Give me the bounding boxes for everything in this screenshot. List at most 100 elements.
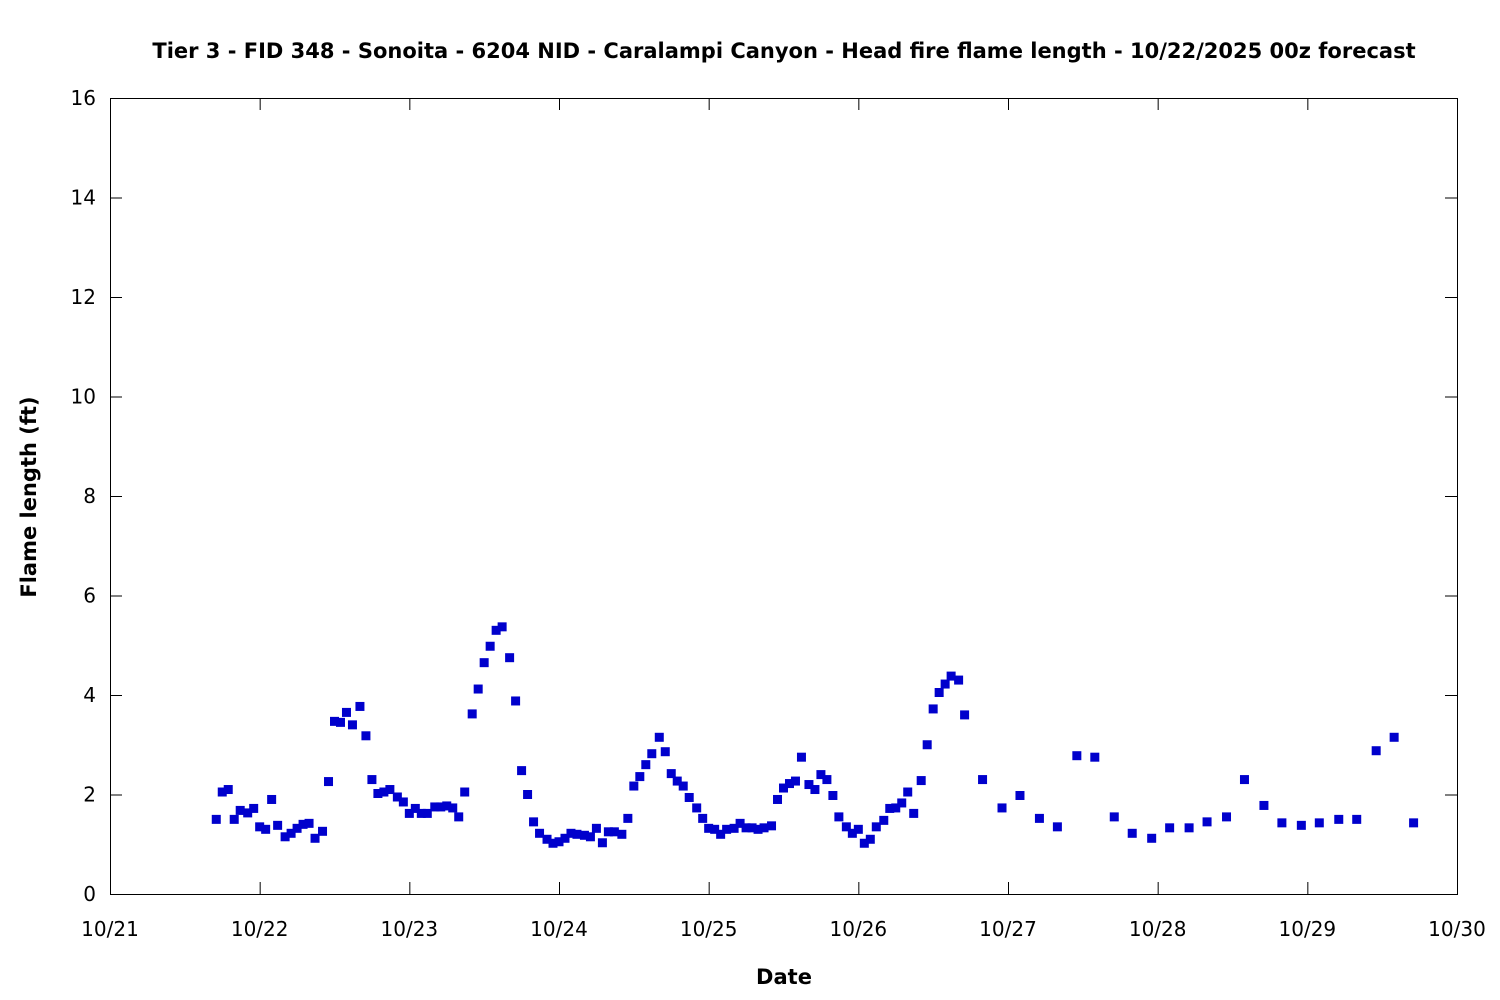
- data-point: [392, 792, 402, 802]
- data-point: [1389, 732, 1399, 742]
- data-point: [511, 696, 521, 706]
- data-point: [654, 732, 664, 742]
- data-point: [341, 707, 351, 717]
- data-point: [505, 653, 515, 663]
- data-point: [641, 760, 651, 770]
- data-point: [1202, 817, 1212, 827]
- data-point: [373, 789, 383, 799]
- data-point: [330, 716, 339, 726]
- data-point: [1127, 828, 1137, 838]
- data-point: [1259, 800, 1269, 810]
- x-axis-label: Date: [756, 965, 812, 989]
- data-point: [292, 823, 302, 833]
- data-point: [767, 821, 777, 831]
- data-point: [249, 803, 259, 813]
- data-point: [891, 803, 901, 813]
- data-point: [660, 747, 670, 757]
- data-point: [367, 775, 377, 785]
- y-tick-label: 8: [83, 484, 96, 508]
- data-point: [710, 824, 720, 834]
- data-point: [585, 832, 595, 842]
- data-point: [410, 803, 420, 813]
- data-point: [280, 832, 290, 842]
- data-point: [735, 818, 745, 828]
- data-point: [1296, 820, 1306, 830]
- data-point: [773, 794, 783, 804]
- data-point: [841, 822, 851, 832]
- data-point: [704, 823, 714, 833]
- data-point: [885, 803, 895, 813]
- data-point: [790, 776, 800, 786]
- data-point: [922, 740, 932, 750]
- data-point: [629, 781, 639, 791]
- data-point: [304, 818, 314, 828]
- x-tick-label: 10/21: [81, 917, 139, 941]
- data-point: [379, 787, 389, 797]
- data-point: [430, 802, 440, 812]
- data-point: [684, 792, 694, 802]
- data-point: [698, 813, 708, 823]
- data-point: [597, 838, 607, 848]
- data-point: [716, 829, 726, 839]
- data-point: [535, 828, 545, 838]
- data-point: [460, 787, 470, 797]
- data-point: [385, 785, 395, 795]
- data-point: [467, 709, 477, 719]
- x-tick-label: 10/24: [530, 917, 588, 941]
- data-point: [1052, 822, 1062, 832]
- y-tick-label: 10: [71, 385, 96, 409]
- data-point: [747, 823, 757, 833]
- data-point: [491, 625, 501, 635]
- data-point: [692, 803, 702, 813]
- data-point: [997, 803, 1007, 813]
- data-point: [273, 820, 283, 830]
- data-point: [261, 824, 271, 834]
- data-point: [822, 775, 832, 785]
- data-point: [617, 829, 627, 839]
- data-point: [347, 720, 357, 730]
- x-tick-label: 10/23: [381, 917, 439, 941]
- data-point: [672, 776, 682, 786]
- data-point: [722, 824, 732, 834]
- y-tick-label: 16: [71, 86, 96, 110]
- data-points: [211, 622, 1419, 848]
- data-point: [398, 797, 408, 807]
- data-point: [566, 828, 576, 838]
- y-tick-label: 12: [71, 285, 96, 309]
- data-point: [211, 814, 221, 824]
- data-point: [1314, 818, 1324, 828]
- data-point: [871, 822, 881, 832]
- data-point: [810, 785, 820, 795]
- data-point: [479, 658, 489, 668]
- data-point: [603, 827, 613, 837]
- x-tick-label: 10/29: [1279, 917, 1337, 941]
- data-point: [759, 823, 769, 833]
- data-point: [529, 817, 539, 827]
- data-point: [1072, 751, 1082, 761]
- data-point: [834, 812, 844, 822]
- data-point: [909, 808, 919, 818]
- data-point: [828, 790, 838, 800]
- y-tick-label: 0: [83, 882, 96, 906]
- data-point: [310, 833, 320, 843]
- y-tick-label: 6: [83, 584, 96, 608]
- chart-title: Tier 3 - FID 348 - Sonoita - 6204 NID - …: [152, 39, 1415, 63]
- data-point: [647, 749, 657, 759]
- data-point: [847, 828, 857, 838]
- x-tick-label: 10/25: [680, 917, 738, 941]
- x-tick-label: 10/22: [231, 917, 289, 941]
- data-point: [554, 837, 564, 847]
- data-point: [859, 838, 869, 848]
- data-point: [548, 838, 558, 848]
- data-point: [1015, 790, 1025, 800]
- data-point: [318, 826, 328, 836]
- data-point: [741, 823, 751, 833]
- data-point: [784, 779, 794, 789]
- data-point: [897, 798, 907, 808]
- data-point: [579, 830, 589, 840]
- data-point: [623, 813, 633, 823]
- data-point: [853, 824, 863, 834]
- data-point: [1371, 746, 1381, 756]
- data-point: [229, 814, 239, 824]
- data-point: [286, 828, 296, 838]
